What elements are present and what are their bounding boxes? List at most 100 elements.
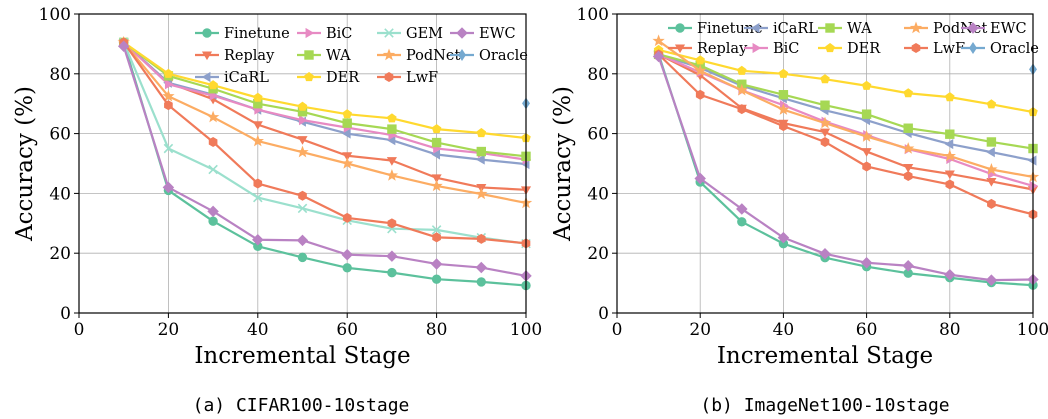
data-point-finetune	[208, 216, 218, 226]
data-point-lwf	[862, 161, 871, 172]
legend-marker-bic	[752, 42, 762, 54]
data-point-der	[297, 101, 308, 111]
legend-entry-ewc: EWC	[450, 26, 516, 42]
data-point-ewc	[162, 181, 175, 194]
data-point-der	[208, 80, 218, 90]
series-line-replay	[122, 41, 527, 191]
data-point-gem	[431, 225, 442, 235]
y-tick-label: 20	[49, 244, 71, 264]
series-line-icarl	[122, 41, 527, 166]
series-line-finetune	[657, 54, 1034, 287]
series-line-podnet	[122, 41, 527, 205]
data-point-ewc	[341, 248, 353, 261]
legend-marker-replay	[674, 44, 686, 54]
y-tick-label: 60	[49, 125, 71, 145]
legend-entry-wa: WA	[297, 48, 351, 64]
data-point-podnet	[902, 142, 915, 154]
x-axis-label: Incremental Stage	[717, 343, 933, 369]
legend-entry-oracle: Oracle	[961, 41, 1039, 57]
data-point-replay	[297, 136, 308, 145]
data-point-der	[476, 127, 487, 138]
legend-entry-bic: BiC	[297, 26, 352, 42]
y-tick-label: 0	[60, 304, 71, 324]
data-point-lwf	[387, 218, 397, 229]
data-point-wa	[342, 118, 352, 128]
legend-marker-replay	[201, 51, 213, 61]
data-point-podnet	[652, 34, 665, 47]
data-point-podnet	[475, 187, 488, 200]
data-point-podnet	[251, 134, 264, 147]
data-point-wa	[861, 109, 872, 119]
data-point-finetune	[297, 252, 308, 263]
data-point-replay	[386, 157, 397, 166]
y-tick-label: 100	[39, 5, 71, 25]
data-point-icarl	[342, 128, 351, 139]
data-point-der	[387, 113, 397, 123]
legend-entry-bic: BiC	[744, 41, 799, 57]
series-line-gem	[122, 41, 527, 245]
y-tick-label: 0	[598, 304, 609, 324]
y-tick-label: 40	[587, 184, 609, 204]
series-line-der	[658, 48, 1034, 114]
legend-label: iCaRL	[224, 70, 269, 86]
chart-panel-1: 0 20 40 60 80 100 0 20 40 60 80 100 Incremental Stag…	[12, 5, 542, 416]
series-line-podnet	[657, 40, 1034, 179]
data-point-der	[342, 109, 352, 119]
data-point-finetune	[387, 267, 397, 278]
subfigure-caption: (a) CIFAR100-10stage	[193, 395, 410, 416]
x-tick-label: 40	[773, 320, 795, 340]
data-point-ewc	[819, 248, 831, 260]
legend-label: Replay	[224, 48, 275, 64]
chart-panel-2: 0 20 40 60 80 100 0 20 40 60 80 100 Incremental Stag…	[550, 5, 1048, 416]
data-point-podnet	[943, 149, 956, 162]
series-line-wa	[658, 53, 1034, 150]
series-icarl	[653, 49, 1037, 166]
legend-entry-lwf: LwF	[377, 70, 438, 86]
legend-marker-gem	[384, 28, 394, 38]
x-tick-label: 40	[247, 320, 269, 340]
series-line-wa	[123, 41, 527, 158]
legend-label: BiC	[773, 41, 799, 57]
legend-label: WA	[847, 21, 872, 37]
legend-entry-podnet: PodNet	[377, 48, 460, 64]
data-point-ewc	[652, 50, 665, 63]
data-point-podnet	[735, 83, 748, 96]
x-tick-label: 0	[612, 320, 623, 340]
data-point-gem	[253, 192, 263, 203]
data-point-lwf	[476, 233, 486, 244]
legend-entry-icarl: iCaRL	[195, 70, 269, 86]
legend-marker-icarl	[750, 22, 760, 34]
data-point-lwf	[820, 136, 830, 147]
data-point-der	[695, 55, 705, 65]
legend-marker-oracle	[458, 49, 466, 61]
data-point-bic	[299, 115, 308, 126]
data-point-replay	[944, 170, 955, 180]
data-point-replay	[431, 174, 442, 184]
data-point-podnet	[818, 116, 832, 129]
x-tick-label: 0	[74, 320, 85, 340]
data-point-gem	[208, 164, 218, 175]
data-point-bic	[164, 79, 174, 90]
data-point-der	[986, 99, 997, 109]
data-point-podnet	[985, 162, 998, 175]
data-point-icarl	[944, 138, 954, 150]
data-point-podnet	[385, 168, 399, 181]
data-point-lwf	[779, 121, 788, 132]
data-point-wa	[431, 137, 442, 148]
x-tick-label: 20	[689, 320, 711, 340]
series-line-replay	[658, 53, 1034, 191]
data-point-icarl	[986, 147, 995, 158]
data-point-icarl	[1027, 155, 1037, 166]
legend-marker-der	[825, 42, 835, 53]
y-tick-label: 20	[587, 244, 609, 264]
series-line-der	[123, 41, 527, 140]
data-point-ewc	[386, 250, 398, 262]
y-tick-label: 80	[587, 65, 609, 85]
legend-label: EWC	[479, 26, 516, 42]
legend-marker-ewc	[967, 22, 979, 34]
data-point-icarl	[476, 154, 485, 165]
legend-marker-ewc	[456, 27, 468, 39]
data-point-lwf	[737, 104, 747, 115]
legend-marker-lwf	[911, 43, 921, 53]
